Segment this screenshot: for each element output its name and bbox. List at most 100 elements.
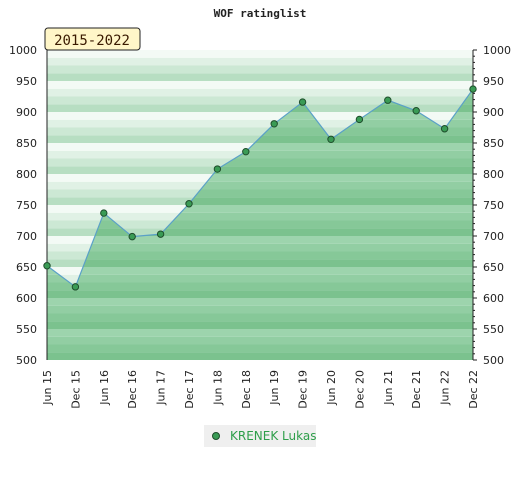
x-tick-label: Jun 17 xyxy=(155,370,168,406)
x-tick-label: Jun 15 xyxy=(41,370,54,406)
y-tick-label-right: 500 xyxy=(483,354,504,367)
data-point xyxy=(185,200,193,208)
data-point xyxy=(469,85,477,93)
y-tick-label-right: 550 xyxy=(483,323,504,336)
x-tick-label: Dec 19 xyxy=(297,370,310,409)
x-tick-label: Dec 20 xyxy=(353,370,366,409)
area-band xyxy=(47,181,473,190)
background-band xyxy=(47,65,473,74)
area-band xyxy=(47,197,473,205)
y-tick-label-right: 1000 xyxy=(483,44,511,57)
background-band xyxy=(47,127,473,136)
area-band xyxy=(47,212,473,221)
area-band xyxy=(47,205,473,213)
data-point xyxy=(128,232,136,241)
y-tick-label-right: 700 xyxy=(483,230,504,243)
y-tick-label-left: 750 xyxy=(16,199,37,212)
y-tick-label-right: 650 xyxy=(483,261,504,274)
area-band xyxy=(47,143,473,151)
y-tick-label-right: 600 xyxy=(483,292,504,305)
y-tick-label-left: 700 xyxy=(16,230,37,243)
x-tick-label: Jun 21 xyxy=(382,370,395,406)
background-band xyxy=(47,104,473,112)
area-band xyxy=(47,305,473,314)
data-points xyxy=(43,85,477,291)
y-tick-label-left: 500 xyxy=(16,354,37,367)
legend-marker xyxy=(212,432,220,440)
area-band xyxy=(47,150,473,159)
y-tick-label-left: 800 xyxy=(16,168,37,181)
legend-label: KRENEK Lukas xyxy=(230,429,316,443)
x-tick-label: Dec 17 xyxy=(183,370,196,409)
area-band xyxy=(47,228,473,236)
area-band xyxy=(47,274,473,283)
area-band xyxy=(47,321,473,329)
y-tick-label-left: 650 xyxy=(16,261,37,274)
background-band xyxy=(47,50,473,58)
x-axis-labels: Jun 15 Dec 15 Jun 16 Dec 16 Jun 17 Dec 17 Jun … xyxy=(41,370,480,409)
area-band xyxy=(47,267,473,275)
data-point xyxy=(298,98,307,106)
background-band xyxy=(47,119,473,128)
period-badge-text: 2015-2022 xyxy=(54,33,130,49)
y-tick-label-left: 600 xyxy=(16,292,37,305)
data-point xyxy=(71,283,80,291)
y-tick-label-right: 850 xyxy=(483,137,504,150)
data-point xyxy=(43,262,51,270)
period-badge: 2015-2022 xyxy=(44,27,141,51)
area-band xyxy=(47,298,473,306)
area-band xyxy=(47,220,473,229)
data-point xyxy=(440,125,449,133)
period-badge-box xyxy=(44,27,141,51)
area-band xyxy=(47,290,473,298)
y-tick-label-right: 900 xyxy=(483,106,504,119)
x-tick-label: Dec 15 xyxy=(69,370,82,409)
area-band xyxy=(47,135,473,143)
x-tick-label: Jun 16 xyxy=(98,370,111,406)
data-point xyxy=(384,96,392,104)
y-tick-label-right: 800 xyxy=(483,168,504,181)
area-band xyxy=(47,329,473,337)
chart-title: WOF ratinglist xyxy=(214,7,307,20)
area-band xyxy=(47,282,473,291)
background-band xyxy=(47,57,473,66)
y-tick-label-right: 950 xyxy=(483,75,504,88)
data-point xyxy=(270,120,278,128)
data-point xyxy=(213,165,222,173)
x-tick-label: Jun 19 xyxy=(268,370,281,406)
background-band xyxy=(47,112,473,120)
background-band xyxy=(47,88,473,97)
series-line xyxy=(46,88,474,288)
x-tick-label: Dec 16 xyxy=(126,370,139,409)
area-band xyxy=(47,313,473,322)
area-band xyxy=(47,336,473,345)
legend: KRENEK Lukas xyxy=(204,425,316,447)
data-point xyxy=(242,147,250,156)
area-band xyxy=(47,158,473,167)
background-band xyxy=(47,73,473,81)
data-point xyxy=(100,209,108,217)
y-tick-label-left: 950 xyxy=(16,75,37,88)
area-band xyxy=(47,259,473,267)
area-band xyxy=(47,236,473,244)
x-tick-label: Jun 18 xyxy=(211,370,224,406)
y-tick-label-left: 1000 xyxy=(9,44,37,57)
y-tick-label-left: 550 xyxy=(16,323,37,336)
data-point xyxy=(156,230,165,238)
x-tick-label: Jun 22 xyxy=(439,370,452,406)
area-band xyxy=(47,174,473,182)
x-tick-label: Jun 20 xyxy=(325,370,338,406)
y-tick-label-left: 900 xyxy=(16,106,37,119)
data-point xyxy=(355,115,364,124)
background-band xyxy=(47,96,473,105)
data-point xyxy=(412,107,420,115)
area-band xyxy=(47,344,473,353)
area-band xyxy=(47,189,473,198)
x-tick-label: Dec 21 xyxy=(410,370,423,409)
x-tick-label: Dec 18 xyxy=(240,370,253,409)
legend-box xyxy=(204,425,316,447)
area-band xyxy=(47,243,473,252)
background-band xyxy=(47,81,473,89)
y-tick-label-left: 850 xyxy=(16,137,37,150)
